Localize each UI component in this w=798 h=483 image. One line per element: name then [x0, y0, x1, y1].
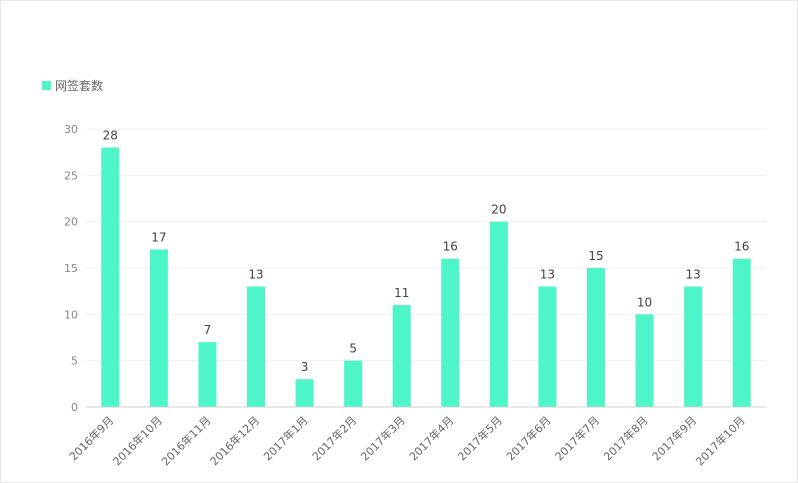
x-tick-label: 2017年4月 — [406, 413, 456, 463]
data-label: 13 — [248, 268, 263, 282]
x-tick-label: 2017年10月 — [693, 413, 748, 468]
bar — [295, 379, 314, 407]
data-label: 11 — [394, 286, 409, 300]
data-label: 17 — [151, 230, 166, 244]
x-tick-label: 2016年12月 — [207, 413, 262, 468]
bars — [101, 147, 751, 408]
y-tick-label: 20 — [64, 216, 78, 229]
bar — [392, 305, 411, 407]
data-label: 3 — [301, 360, 309, 374]
x-tick-label: 2017年7月 — [552, 413, 602, 463]
bar — [587, 268, 605, 407]
x-tick-label: 2016年11月 — [158, 413, 213, 468]
bar — [149, 249, 168, 407]
bar — [684, 286, 703, 407]
data-label: 20 — [491, 203, 506, 217]
data-label: 5 — [349, 342, 357, 356]
data-label: 10 — [637, 295, 652, 309]
data-label: 7 — [204, 323, 212, 337]
y-tick-label: 0 — [71, 401, 78, 414]
x-tick-label: 2017年6月 — [503, 413, 553, 463]
bar — [247, 286, 265, 407]
x-tick-label: 2017年5月 — [455, 413, 505, 463]
legend-swatch-icon — [42, 80, 51, 90]
data-label: 16 — [734, 240, 749, 254]
data-label: 16 — [443, 240, 458, 254]
data-labels: 28 17 7 13 3 5 11 16 20 13 15 10 13 16 — [103, 129, 750, 375]
bar — [198, 342, 217, 407]
x-tick-label: 2016年9月 — [66, 413, 116, 463]
legend-label: 网签套数 — [55, 78, 104, 93]
bar — [538, 286, 557, 407]
x-tick-label: 2017年9月 — [649, 413, 699, 463]
data-label: 15 — [588, 249, 603, 263]
x-tick-label: 2017年3月 — [358, 413, 408, 463]
bar — [489, 221, 508, 407]
y-axis-ticks: 0 5 10 15 20 25 30 — [64, 123, 78, 414]
x-tick-label: 2017年8月 — [600, 413, 650, 463]
y-tick-label: 25 — [64, 169, 78, 182]
data-label: 13 — [686, 268, 701, 282]
bar — [101, 147, 120, 408]
bar — [635, 314, 654, 407]
y-tick-label: 10 — [64, 308, 78, 321]
data-label: 28 — [103, 129, 118, 143]
bar — [441, 258, 460, 407]
y-tick-label: 5 — [71, 355, 78, 368]
grid-lines — [86, 128, 766, 362]
bar — [344, 360, 363, 407]
x-tick-label: 2016年10月 — [110, 413, 165, 468]
bar — [732, 258, 751, 407]
x-tick-label: 2017年1月 — [260, 413, 310, 463]
x-tick-label: 2017年2月 — [309, 413, 359, 463]
y-tick-label: 15 — [64, 262, 78, 275]
data-label: 13 — [540, 268, 555, 282]
legend[interactable]: 网签套数 — [42, 76, 103, 94]
y-tick-label: 30 — [64, 123, 78, 136]
